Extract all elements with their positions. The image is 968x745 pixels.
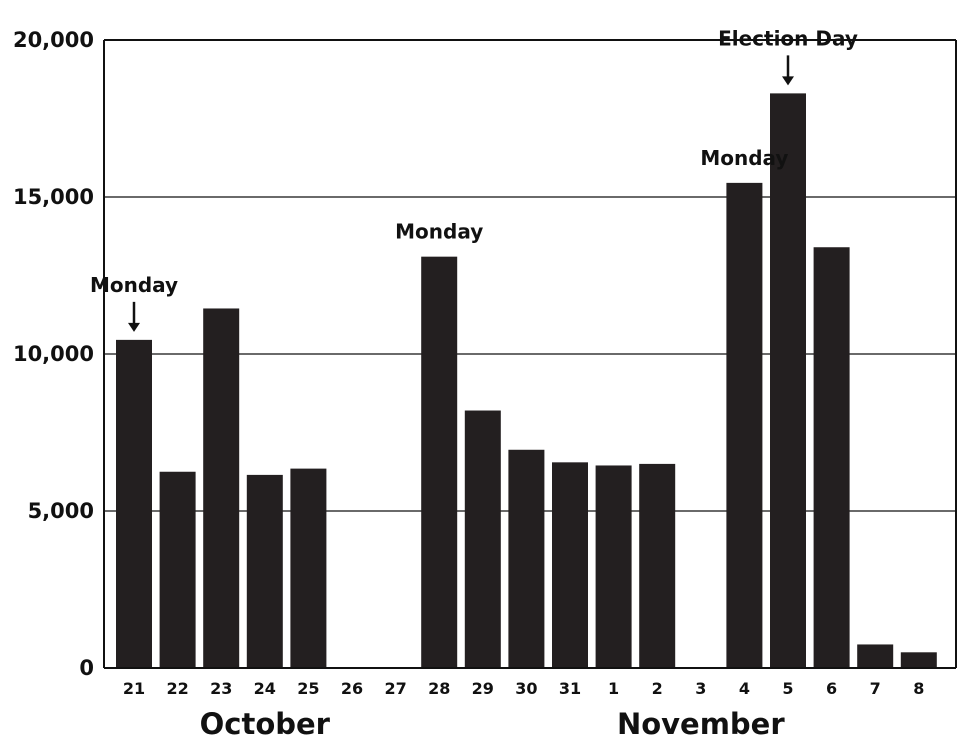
annotation-label: Monday <box>90 273 178 297</box>
annotations: Monday Monday Monday Election Day <box>90 26 858 332</box>
x-tick-label: 3 <box>695 679 706 698</box>
annotation-arrowhead <box>128 322 140 332</box>
bar <box>246 474 283 668</box>
y-tick-label: 20,000 <box>13 28 94 52</box>
bar <box>900 652 937 668</box>
bar <box>552 462 588 668</box>
bar <box>116 339 152 668</box>
y-tick-label: 15,000 <box>13 185 94 209</box>
bar <box>464 410 501 668</box>
bar <box>726 182 763 668</box>
annotation-arrowhead <box>782 76 794 86</box>
x-tick-label: 5 <box>782 679 793 698</box>
y-tick-label: 0 <box>79 656 94 680</box>
y-tick-labels: 0 5,000 10,000 15,000 20,000 <box>13 28 94 680</box>
x-tick-label: 6 <box>826 679 837 698</box>
x-tick-label: 1 <box>608 679 619 698</box>
bar <box>290 468 327 668</box>
x-tick-label: 2 <box>652 679 663 698</box>
bars <box>116 93 937 669</box>
x-tick-label: 30 <box>515 679 537 698</box>
x-tick-label: 31 <box>559 679 581 698</box>
x-tick-label: 4 <box>739 679 750 698</box>
x-tick-label: 21 <box>123 679 145 698</box>
annotation-label: Election Day <box>718 26 858 50</box>
x-tick-label: 24 <box>254 679 276 698</box>
x-tick-labels: 21 22 23 24 25 26 27 28 29 30 31 1 2 3 4 5 6 7 8 <box>123 679 925 698</box>
y-tick-label: 10,000 <box>13 342 94 366</box>
month-label: November <box>617 707 785 741</box>
bar <box>595 465 632 668</box>
bar <box>159 471 196 668</box>
bar <box>813 247 850 669</box>
x-tick-label: 7 <box>870 679 881 698</box>
bar <box>421 256 458 668</box>
axes <box>103 39 957 669</box>
month-label: October <box>200 707 331 741</box>
y-tick-label: 5,000 <box>28 499 94 523</box>
bar <box>857 644 894 668</box>
bar <box>770 93 806 668</box>
bar <box>639 463 676 668</box>
x-tick-label: 8 <box>913 679 924 698</box>
x-tick-label: 28 <box>428 679 450 698</box>
bar <box>508 449 545 668</box>
x-tick-label: 25 <box>297 679 319 698</box>
x-tick-label: 26 <box>341 679 363 698</box>
annotation-label: Monday <box>395 220 483 244</box>
bar <box>203 308 240 668</box>
month-labels: October November <box>200 707 786 741</box>
x-tick-label: 27 <box>384 679 406 698</box>
x-tick-label: 22 <box>166 679 188 698</box>
annotation-label: Monday <box>700 146 788 170</box>
x-tick-label: 23 <box>210 679 232 698</box>
x-tick-label: 29 <box>472 679 494 698</box>
